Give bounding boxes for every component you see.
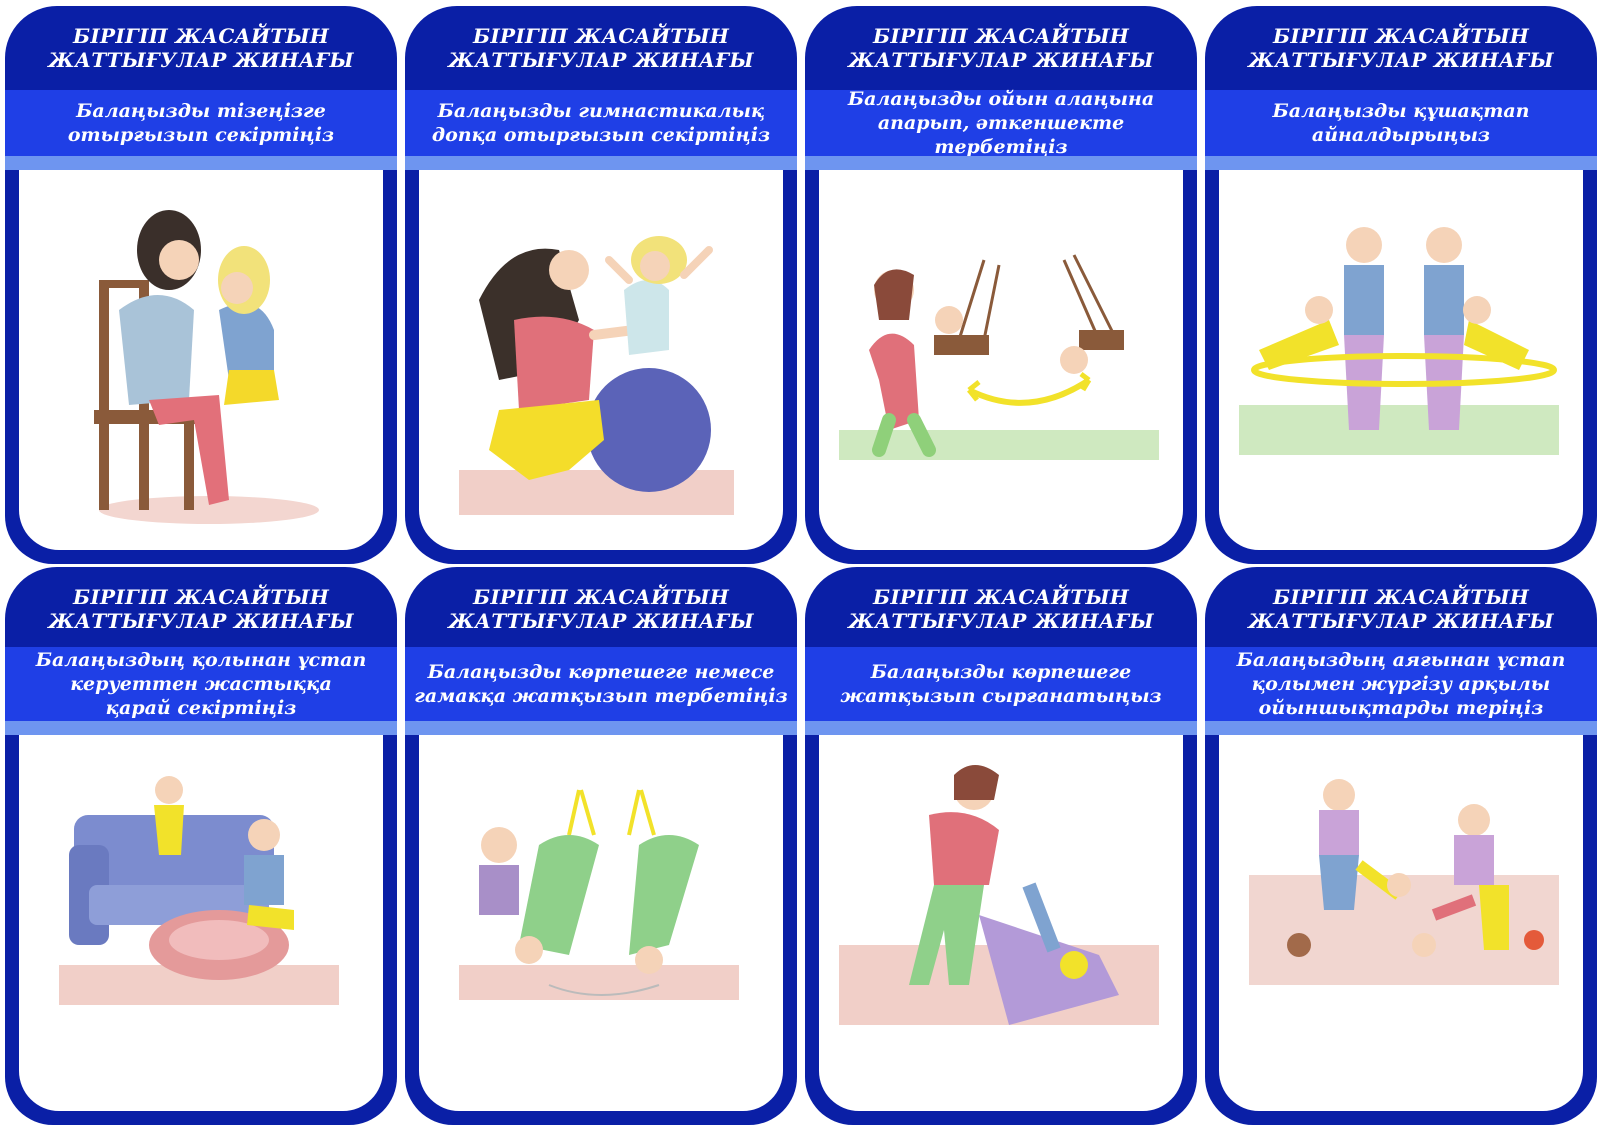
illustration-panel bbox=[819, 170, 1183, 550]
card-title: БІРІГІП ЖАСАЙТЫН ЖАТТЫҒУЛАР ЖИНАҒЫ bbox=[1205, 585, 1597, 633]
illustration-panel bbox=[419, 735, 783, 1111]
card-title-line-1: БІРІГІП ЖАСАЙТЫН bbox=[1272, 585, 1530, 609]
card-title-line-2: ЖАТТЫҒУЛАР ЖИНАҒЫ bbox=[448, 48, 754, 72]
card-title: БІРІГІП ЖАСАЙТЫН ЖАТТЫҒУЛАР ЖИНАҒЫ bbox=[405, 585, 797, 633]
accent-stripe bbox=[1205, 156, 1597, 170]
task-line-3: ойыншықтарды теріңіз bbox=[1258, 697, 1544, 719]
task-text: Балаңыздың қолынан ұстап керуеттен жасты… bbox=[13, 647, 389, 721]
task-text: Балаңызды құшақтап айналдырыңыз bbox=[1213, 90, 1589, 156]
task-text: Балаңызды тізеңізге отырғызып секіртіңіз bbox=[13, 90, 389, 156]
card-title-line-1: БІРІГІП ЖАСАЙТЫН bbox=[1272, 24, 1530, 48]
wheelbarrow-walk-illustration bbox=[1249, 779, 1559, 985]
illustration-panel bbox=[419, 170, 783, 550]
task-band: Балаңызды ойын алаңына апарып, әткеншект… bbox=[805, 88, 1197, 158]
card-title: БІРІГІП ЖАСАЙТЫН ЖАТТЫҒУЛАР ЖИНАҒЫ bbox=[1205, 24, 1597, 72]
task-band: Балаңызды көрпешеге жатқызып сырғанатыңы… bbox=[805, 647, 1197, 721]
task-band: Балаңызды көрпешеге немесе гамакқа жатқы… bbox=[405, 647, 797, 721]
card-title-line-1: БІРІГІП ЖАСАЙТЫН bbox=[472, 585, 730, 609]
card-title-line-2: ЖАТТЫҒУЛАР ЖИНАҒЫ bbox=[48, 609, 354, 633]
task-band: Балаңызды тізеңізге отырғызып секіртіңіз bbox=[5, 90, 397, 156]
card-title: БІРІГІП ЖАСАЙТЫН ЖАТТЫҒУЛАР ЖИНАҒЫ bbox=[5, 585, 397, 633]
card-title-line-2: ЖАТТЫҒУЛАР ЖИНАҒЫ bbox=[848, 48, 1154, 72]
illustration-panel bbox=[1219, 170, 1583, 550]
task-text: Балаңызды ойын алаңына апарып, әткеншект… bbox=[813, 88, 1189, 158]
hug-spin-illustration bbox=[1239, 227, 1559, 455]
hammock-illustration bbox=[459, 789, 739, 1000]
accent-stripe bbox=[805, 721, 1197, 735]
accent-stripe bbox=[405, 156, 797, 170]
card-title: БІРІГІП ЖАСАЙТЫН ЖАТТЫҒУЛАР ЖИНАҒЫ bbox=[5, 24, 397, 72]
illustration-panel bbox=[1219, 735, 1583, 1111]
accent-stripe bbox=[805, 156, 1197, 170]
task-line-1: Балаңызды құшақтап bbox=[1272, 100, 1530, 122]
task-line-3: қарай секіртіңіз bbox=[105, 697, 297, 719]
illustration-panel bbox=[19, 170, 383, 550]
accent-stripe bbox=[5, 721, 397, 735]
task-band: Балаңызды гимнастикалық допқа отырғызып … bbox=[405, 90, 797, 156]
card-title-line-1: БІРІГІП ЖАСАЙТЫН bbox=[472, 24, 730, 48]
card-title-line-1: БІРІГІП ЖАСАЙТЫН bbox=[72, 24, 330, 48]
task-line-1: Балаңызды гимнастикалық bbox=[437, 100, 765, 122]
task-text: Балаңызды көрпешеге жатқызып сырғанатыңы… bbox=[813, 647, 1189, 721]
card-title: БІРІГІП ЖАСАЙТЫН ЖАТТЫҒУЛАР ЖИНАҒЫ bbox=[805, 585, 1197, 633]
card-title-line-2: ЖАТТЫҒУЛАР ЖИНАҒЫ bbox=[48, 48, 354, 72]
sofa-pillow-jump-illustration bbox=[59, 776, 339, 1005]
task-line-2: гамакқа жатқызып тербетіңіз bbox=[414, 685, 788, 707]
exercise-card-7: БІРІГІП ЖАСАЙТЫН ЖАТТЫҒУЛАР ЖИНАҒЫ Балаң… bbox=[805, 567, 1197, 1125]
task-line-2: керуеттен жастыққа bbox=[70, 673, 332, 695]
exercise-card-3: БІРІГІП ЖАСАЙТЫН ЖАТТЫҒУЛАР ЖИНАҒЫ Балаң… bbox=[805, 6, 1197, 564]
exercise-card-5: БІРІГІП ЖАСАЙТЫН ЖАТТЫҒУЛАР ЖИНАҒЫ Балаң… bbox=[5, 567, 397, 1125]
illustration-panel bbox=[19, 735, 383, 1111]
illustration-panel bbox=[819, 735, 1183, 1111]
task-line-2: апарып, әткеншекте тербетіңіз bbox=[877, 112, 1125, 158]
task-line-1: Балаңызды тізеңізге bbox=[76, 100, 326, 122]
task-text: Балаңызды гимнастикалық допқа отырғызып … bbox=[413, 90, 789, 156]
task-line-2: айналдырыңыз bbox=[1311, 124, 1491, 146]
exercise-card-6: БІРІГІП ЖАСАЙТЫН ЖАТТЫҒУЛАР ЖИНАҒЫ Балаң… bbox=[405, 567, 797, 1125]
card-title: БІРІГІП ЖАСАЙТЫН ЖАТТЫҒУЛАР ЖИНАҒЫ bbox=[405, 24, 797, 72]
task-text: Балаңызды көрпешеге немесе гамакқа жатқы… bbox=[413, 647, 789, 721]
task-line-1: Балаңызды ойын алаңына bbox=[847, 88, 1155, 110]
exercise-card-2: БІРІГІП ЖАСАЙТЫН ЖАТТЫҒУЛАР ЖИНАҒЫ Балаң… bbox=[405, 6, 797, 564]
swing-illustration bbox=[839, 254, 1159, 460]
card-title-line-2: ЖАТТЫҒУЛАР ЖИНАҒЫ bbox=[1248, 609, 1554, 633]
task-band: Балаңыздың аяғынан ұстап қолымен жүргізу… bbox=[1205, 647, 1597, 721]
blanket-slide-illustration bbox=[839, 765, 1159, 1025]
task-line-1: Балаңыздың аяғынан ұстап bbox=[1236, 649, 1566, 671]
card-title-line-2: ЖАТТЫҒУЛАР ЖИНАҒЫ bbox=[848, 609, 1154, 633]
card-title-line-1: БІРІГІП ЖАСАЙТЫН bbox=[872, 24, 1130, 48]
task-line-2: жатқызып сырғанатыңыз bbox=[840, 685, 1162, 707]
card-title-line-2: ЖАТТЫҒУЛАР ЖИНАҒЫ bbox=[448, 609, 754, 633]
accent-stripe bbox=[5, 156, 397, 170]
card-title: БІРІГІП ЖАСАЙТЫН ЖАТТЫҒУЛАР ЖИНАҒЫ bbox=[805, 24, 1197, 72]
card-title-line-2: ЖАТТЫҒУЛАР ЖИНАҒЫ bbox=[1248, 48, 1554, 72]
mother-knee-bounce-illustration bbox=[94, 210, 319, 524]
task-band: Балаңыздың қолынан ұстап керуеттен жасты… bbox=[5, 647, 397, 721]
task-band: Балаңызды құшақтап айналдырыңыз bbox=[1205, 90, 1597, 156]
task-line-1: Балаңызды көрпешеге bbox=[870, 661, 1132, 683]
task-line-1: Балаңызды көрпешеге немесе bbox=[427, 661, 775, 683]
accent-stripe bbox=[405, 721, 797, 735]
task-line-2: қолымен жүргізу арқылы bbox=[1251, 673, 1551, 695]
gym-ball-bounce-illustration bbox=[459, 236, 734, 515]
exercise-card-1: БІРІГІП ЖАСАЙТЫН ЖАТТЫҒУЛАР ЖИНАҒЫ Балаң… bbox=[5, 6, 397, 564]
task-text: Балаңыздың аяғынан ұстап қолымен жүргізу… bbox=[1213, 647, 1589, 721]
card-title-line-1: БІРІГІП ЖАСАЙТЫН bbox=[72, 585, 330, 609]
task-line-1: Балаңыздың қолынан ұстап bbox=[35, 649, 367, 671]
task-line-2: допқа отырғызып секіртіңіз bbox=[431, 124, 771, 146]
accent-stripe bbox=[1205, 721, 1597, 735]
exercise-card-4: БІРІГІП ЖАСАЙТЫН ЖАТТЫҒУЛАР ЖИНАҒЫ Балаң… bbox=[1205, 6, 1597, 564]
card-title-line-1: БІРІГІП ЖАСАЙТЫН bbox=[872, 585, 1130, 609]
exercise-card-8: БІРІГІП ЖАСАЙТЫН ЖАТТЫҒУЛАР ЖИНАҒЫ Балаң… bbox=[1205, 567, 1597, 1125]
task-line-2: отырғызып секіртіңіз bbox=[67, 124, 335, 146]
